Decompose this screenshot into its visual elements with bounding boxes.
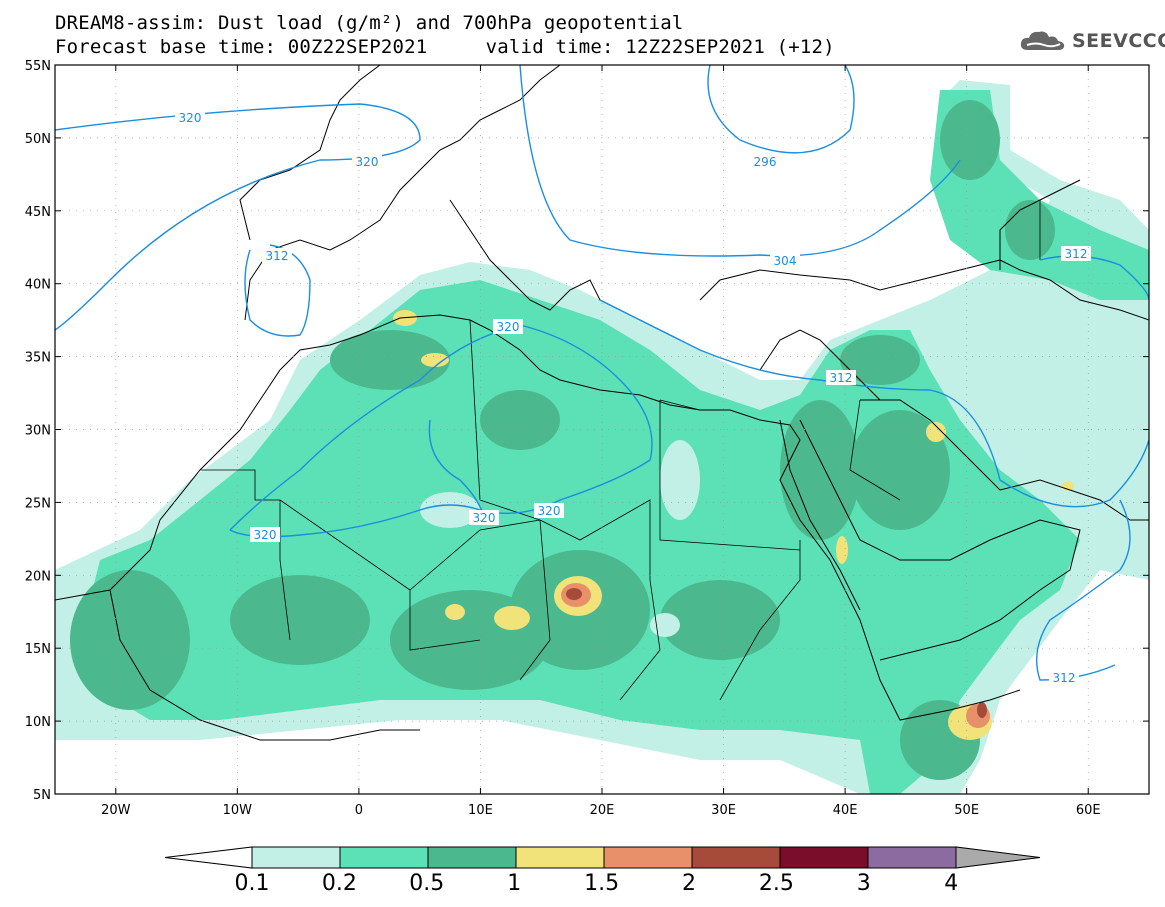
lon-tick-label: 60E (1076, 803, 1101, 818)
colorbar-level-label: 0.5 (409, 871, 444, 896)
contour-label: 320 (497, 320, 520, 334)
colorbar-segment (691, 846, 781, 869)
colorbar-segment (339, 846, 429, 869)
contour-label: 320 (254, 528, 277, 542)
lon-tick-label: 10W (223, 803, 253, 818)
colorbar-level-label: 1 (507, 871, 521, 896)
lat-tick-label: 50N (25, 132, 51, 147)
cloud-logo-icon (1020, 31, 1065, 50)
lat-tick-label: 10N (25, 715, 51, 730)
lon-tick-label: 0 (355, 803, 363, 818)
colorbar-level-label: 1.5 (584, 871, 619, 896)
lat-tick-label: 40N (25, 278, 51, 293)
colorbar-level-label: 0.2 (322, 871, 357, 896)
contour-label: 296 (754, 155, 777, 169)
colorbar-segment (515, 846, 605, 869)
contour-line (519, 65, 961, 257)
colorbar-level-label: 4 (944, 871, 958, 896)
contour-label-bg (352, 154, 382, 169)
contour-label: 320 (356, 155, 379, 169)
lat-tick-label: 15N (25, 642, 51, 657)
contour-label-bg (750, 154, 780, 169)
seevccc-logo: SEEVCCC (1018, 28, 1165, 54)
country-borders (200, 200, 1041, 701)
colorbar-level-label: 2.5 (759, 871, 794, 896)
contour-label: 312 (266, 249, 289, 263)
contour-line (428, 419, 486, 521)
lon-tick-label: 30E (711, 803, 736, 818)
axis-ticks: 55N 50N 45N 40N 35N 30N 25N 20N 15N 10N 5N 20W 10W 0 1… (25, 59, 1149, 818)
contour-label-bg (493, 319, 523, 334)
contour-label: 320 (179, 111, 202, 125)
contour-line (707, 65, 855, 154)
lat-tick-label: 5N (33, 788, 51, 803)
lon-tick-label: 50E (954, 803, 979, 818)
contour-label-bg (250, 527, 280, 542)
contour-labels: 320 320 296 312 304 320 312 312 320 320 320 312 (175, 110, 1091, 685)
lon-tick-label: 20W (101, 803, 131, 818)
lat-tick-label: 55N (25, 59, 51, 74)
colorbar-segment (867, 846, 957, 869)
contour-label-bg (175, 110, 205, 125)
contour-label-bg (1061, 246, 1091, 261)
lat-tick-label: 20N (25, 569, 51, 584)
colorbar: 0.1 0.2 0.5 1 1.5 2 2.5 3 4 (164, 846, 1041, 896)
lat-tick-label: 25N (25, 496, 51, 511)
lat-tick-label: 30N (25, 424, 51, 439)
lon-tick-label: 40E (833, 803, 858, 818)
contour-line (599, 299, 1149, 508)
chart-title: DREAM8-assim: Dust load (g/m²) and 700hP… (55, 12, 684, 34)
contour-label-bg (534, 503, 564, 518)
contour-label-bg (1049, 670, 1079, 685)
chart-subtitle-times: Forecast base time: 00Z22SEP2021 valid t… (55, 36, 835, 58)
colorbar-arrow-low (164, 846, 253, 869)
contour-label: 312 (830, 371, 853, 385)
contour-line (229, 324, 653, 538)
colorbar-segment (779, 846, 869, 869)
contour-line (244, 244, 311, 337)
contour-label: 320 (473, 511, 496, 525)
contour-label-bg (469, 510, 499, 525)
colorbar-segment (251, 846, 341, 869)
colorbar-level-label: 2 (682, 871, 696, 896)
geopotential-contours (55, 65, 1149, 681)
contour-label: 312 (1053, 671, 1076, 685)
dust-band-peak (566, 588, 987, 718)
colorbar-arrow-high (955, 846, 1041, 869)
lon-tick-label: 10E (468, 803, 493, 818)
colorbar-level-label: 0.1 (235, 871, 270, 896)
lat-tick-label: 35N (25, 351, 51, 366)
colorbar-segment (603, 846, 693, 869)
contour-label-bg (826, 370, 856, 385)
contour-label: 320 (538, 504, 561, 518)
contour-label-bg (770, 253, 800, 268)
lat-tick-label: 45N (25, 205, 51, 220)
contour-label: 312 (1065, 247, 1088, 261)
contour-line (55, 103, 421, 331)
lon-tick-label: 20E (590, 803, 615, 818)
brand-name: SEEVCCC (1072, 30, 1165, 52)
colorbar-segment (427, 846, 517, 869)
graticule (55, 65, 1149, 794)
dust-clear-patches (420, 440, 700, 637)
colorbar-level-label: 3 (857, 871, 871, 896)
contour-label: 304 (774, 254, 797, 268)
contour-label-bg (262, 248, 292, 263)
